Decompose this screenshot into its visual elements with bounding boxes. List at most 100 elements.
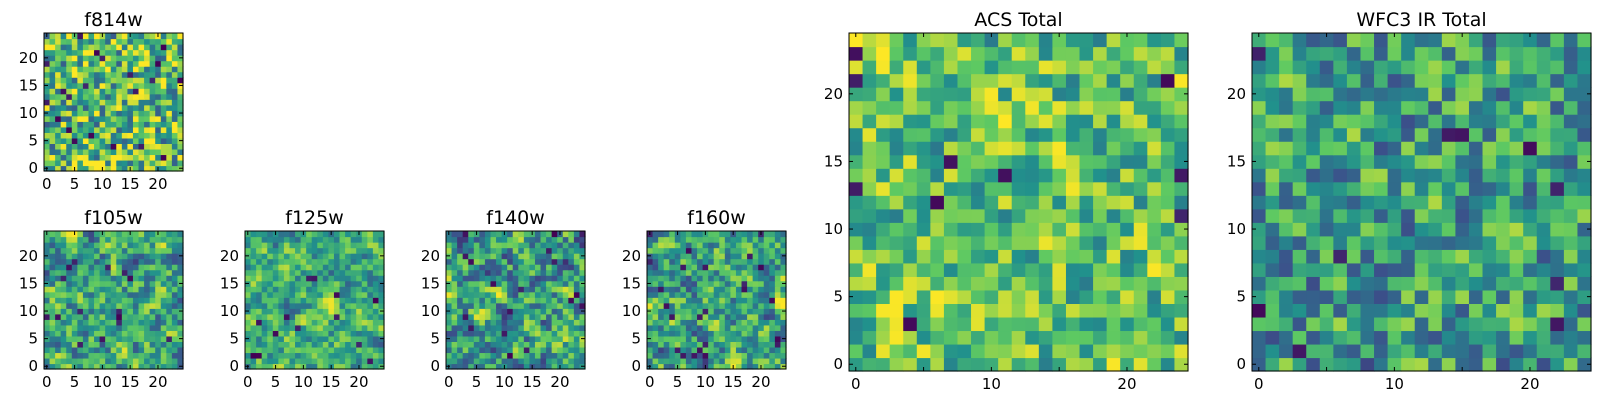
heatmap-cell	[77, 291, 84, 298]
heatmap-cell	[752, 258, 759, 265]
heatmap-cell	[546, 297, 553, 304]
heatmap-cell	[697, 275, 704, 282]
heatmap-cell	[71, 297, 78, 304]
heatmap-cell	[763, 275, 770, 282]
heatmap-cell	[507, 319, 514, 326]
heatmap-cell	[713, 346, 720, 354]
heatmap-cell	[468, 319, 475, 326]
heatmap-cell	[361, 297, 368, 304]
heatmap-cell	[876, 343, 891, 359]
heatmap-cell	[350, 291, 357, 298]
heatmap-cell	[278, 313, 285, 320]
heatmap-cell	[1509, 60, 1524, 75]
heatmap-cell	[1346, 60, 1362, 75]
heatmap-cell	[916, 357, 931, 372]
heatmap-cell	[1025, 343, 1040, 359]
heatmap-cell	[77, 264, 84, 271]
heatmap-cell	[1133, 208, 1148, 223]
heatmap-cell	[82, 319, 90, 326]
heatmap-cell	[1052, 127, 1067, 142]
heatmap-cell	[171, 297, 179, 304]
heatmap-cell	[763, 357, 770, 365]
heatmap-cell	[1536, 46, 1551, 61]
heatmap-cell	[663, 352, 670, 359]
heatmap-cell	[1523, 357, 1538, 372]
heatmap-cell	[306, 341, 313, 348]
heatmap-cell	[378, 236, 385, 243]
heatmap-cell	[774, 291, 782, 298]
heatmap-cell	[473, 269, 480, 276]
heatmap-cell	[144, 286, 151, 293]
heatmap-cell	[361, 302, 368, 309]
heatmap-cell	[1160, 262, 1176, 277]
heatmap-cell	[82, 165, 90, 172]
heatmap-cell	[546, 341, 553, 348]
heatmap-cell	[49, 82, 56, 89]
heatmap-cell	[747, 291, 754, 298]
heatmap-cell	[1374, 195, 1389, 210]
heatmap-cell	[1065, 141, 1081, 156]
heatmap-cell	[446, 357, 453, 365]
heatmap-cell	[166, 247, 173, 254]
heatmap-cell	[713, 319, 720, 326]
heatmap-cell	[1093, 195, 1108, 210]
heatmap-cell	[1252, 87, 1267, 102]
heatmap-cell	[1563, 168, 1579, 183]
heatmap-cell	[735, 346, 743, 354]
heatmap-cell	[82, 308, 90, 315]
heatmap-cell	[1065, 168, 1081, 183]
heatmap-cell	[311, 319, 318, 326]
heatmap-cell	[127, 264, 134, 271]
heatmap-cell	[311, 242, 318, 249]
heatmap-cell	[957, 181, 972, 196]
heatmap-cell	[713, 297, 720, 304]
heatmap-cell	[144, 247, 151, 254]
heatmap-cell	[71, 115, 78, 122]
heatmap-cell	[484, 313, 492, 320]
heatmap-cell	[138, 115, 145, 122]
heatmap-cell	[573, 357, 581, 365]
heatmap-cell	[652, 275, 659, 282]
heatmap-cell	[462, 236, 469, 243]
heatmap-cell	[55, 82, 62, 89]
heatmap-cell	[317, 258, 324, 265]
heatmap-cell	[1401, 195, 1416, 210]
heatmap-cell	[719, 352, 726, 359]
heatmap-cell	[546, 357, 553, 365]
heatmap-cell	[473, 247, 480, 254]
heatmap-cell	[1011, 154, 1026, 169]
heatmap-cell	[88, 148, 95, 156]
heatmap-cell	[468, 357, 475, 365]
heatmap-cell	[724, 280, 731, 287]
heatmap-cell	[1052, 222, 1067, 237]
heatmap-cell	[177, 264, 184, 271]
heatmap-cell	[1401, 343, 1416, 359]
heatmap-cell	[77, 60, 84, 67]
heatmap-cell	[372, 341, 380, 348]
heatmap-cell	[457, 264, 464, 271]
heatmap-cell	[49, 44, 56, 51]
heatmap-cell	[713, 275, 720, 282]
heatmap-cell	[283, 297, 291, 304]
heatmap-cell	[55, 269, 62, 276]
heatmap-cell	[289, 264, 296, 271]
heatmap-cell	[724, 341, 731, 348]
heatmap-cell	[1279, 154, 1294, 169]
heatmap-cell	[144, 346, 151, 354]
heatmap-cell	[44, 302, 51, 309]
heatmap-cell	[557, 247, 564, 254]
heatmap-cell	[479, 308, 486, 315]
heatmap-cell	[849, 141, 864, 156]
heatmap-cell	[55, 253, 62, 260]
heatmap-cell	[144, 319, 151, 326]
heatmap-cell	[121, 280, 128, 287]
heatmap-cell	[333, 330, 341, 337]
heatmap-cell	[507, 302, 514, 309]
heatmap-cell	[780, 247, 787, 254]
heatmap-cell	[77, 154, 84, 161]
heatmap-cell	[144, 242, 151, 249]
heatmap-cell	[1523, 87, 1538, 102]
heatmap-cell	[501, 330, 508, 337]
heatmap-cell	[780, 286, 787, 293]
